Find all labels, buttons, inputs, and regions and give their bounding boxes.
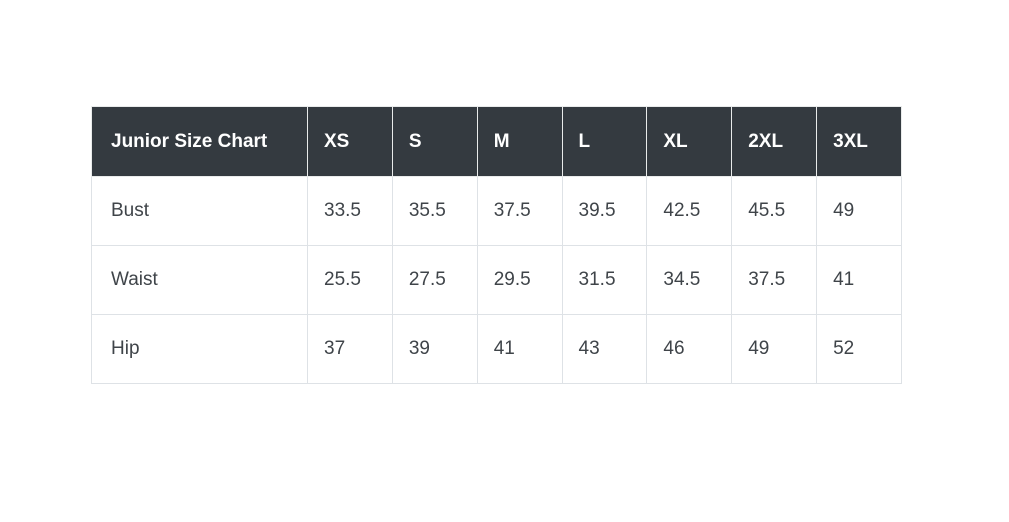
cell-waist-l: 31.5 — [561, 245, 648, 315]
cell-hip-xl: 46 — [646, 314, 733, 384]
cell-waist-3xl: 41 — [816, 245, 902, 315]
cell-hip-2xl: 49 — [731, 314, 818, 384]
cell-bust-m: 37.5 — [476, 176, 563, 246]
cell-waist-xl: 34.5 — [646, 245, 733, 315]
cell-waist-2xl: 37.5 — [731, 245, 818, 315]
row-label-bust: Bust — [91, 176, 308, 246]
row-label-hip: Hip — [91, 314, 308, 384]
cell-waist-s: 27.5 — [391, 245, 478, 315]
cell-waist-m: 29.5 — [476, 245, 563, 315]
cell-hip-xs: 37 — [307, 314, 393, 384]
header-cell-3xl: 3XL — [816, 106, 902, 177]
header-cell-s: S — [391, 106, 478, 177]
cell-hip-3xl: 52 — [816, 314, 902, 384]
header-cell-l: L — [561, 106, 648, 177]
junior-size-chart-table: Junior Size Chart XS S M L XL 2XL 3XL Bu… — [91, 106, 902, 384]
cell-bust-xl: 42.5 — [646, 176, 733, 246]
header-cell-m: M — [476, 106, 563, 177]
table-row-waist: Waist 25.5 27.5 29.5 31.5 34.5 37.5 41 — [91, 245, 902, 315]
cell-bust-xs: 33.5 — [307, 176, 393, 246]
header-cell-xl: XL — [646, 106, 733, 177]
size-chart-header: Junior Size Chart XS S M L XL 2XL 3XL — [91, 106, 902, 177]
header-cell-2xl: 2XL — [731, 106, 818, 177]
cell-hip-l: 43 — [561, 314, 648, 384]
cell-waist-xs: 25.5 — [307, 245, 393, 315]
cell-bust-l: 39.5 — [561, 176, 648, 246]
cell-bust-s: 35.5 — [391, 176, 478, 246]
row-label-waist: Waist — [91, 245, 308, 315]
table-row-bust: Bust 33.5 35.5 37.5 39.5 42.5 45.5 49 — [91, 176, 902, 246]
cell-hip-m: 41 — [476, 314, 563, 384]
header-row: Junior Size Chart XS S M L XL 2XL 3XL — [91, 106, 902, 177]
table-row-hip: Hip 37 39 41 43 46 49 52 — [91, 314, 902, 384]
header-cell-xs: XS — [307, 106, 393, 177]
cell-bust-2xl: 45.5 — [731, 176, 818, 246]
size-chart-body: Bust 33.5 35.5 37.5 39.5 42.5 45.5 49 Wa… — [91, 176, 902, 384]
cell-bust-3xl: 49 — [816, 176, 902, 246]
size-chart-container: Junior Size Chart XS S M L XL 2XL 3XL Bu… — [91, 106, 902, 384]
size-chart-title: Junior Size Chart — [91, 106, 308, 177]
cell-hip-s: 39 — [391, 314, 478, 384]
